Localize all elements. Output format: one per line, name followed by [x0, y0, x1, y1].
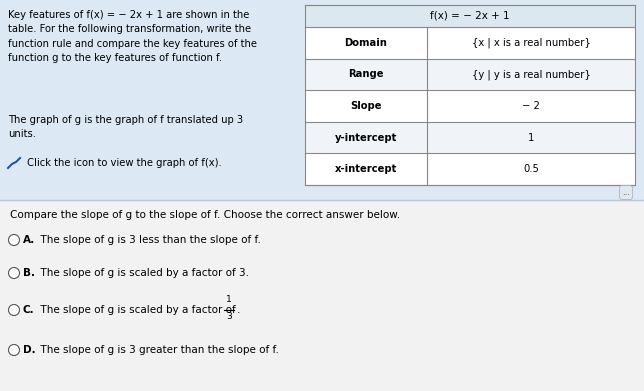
Bar — [305, 153, 635, 185]
Text: {y | y is a real number}: {y | y is a real number} — [471, 69, 591, 80]
Text: {x | x is a real number}: {x | x is a real number} — [471, 38, 591, 48]
Text: 1: 1 — [226, 295, 232, 304]
Text: Slope: Slope — [350, 101, 382, 111]
Circle shape — [8, 267, 19, 278]
Text: − 2: − 2 — [522, 101, 540, 111]
Text: A.: A. — [23, 235, 35, 245]
Circle shape — [8, 344, 19, 355]
Text: 1: 1 — [528, 133, 535, 143]
Bar — [305, 5, 635, 185]
Text: Range: Range — [348, 69, 384, 79]
Bar — [305, 27, 635, 59]
Text: 0.5: 0.5 — [523, 164, 539, 174]
Bar — [305, 59, 635, 90]
Bar — [305, 122, 635, 153]
Circle shape — [8, 235, 19, 246]
Text: Compare the slope of g to the slope of f. Choose the correct answer below.: Compare the slope of g to the slope of f… — [10, 210, 400, 220]
Text: x-intercept: x-intercept — [335, 164, 397, 174]
Circle shape — [8, 305, 19, 316]
Text: C.: C. — [23, 305, 35, 315]
Text: Click the icon to view the graph of f(x).: Click the icon to view the graph of f(x)… — [24, 158, 222, 168]
Text: y-intercept: y-intercept — [335, 133, 397, 143]
Text: f(x) = − 2x + 1: f(x) = − 2x + 1 — [430, 11, 510, 21]
Text: .: . — [237, 305, 240, 315]
Text: The slope of g is 3 less than the slope of f.: The slope of g is 3 less than the slope … — [34, 235, 261, 245]
Text: The slope of g is scaled by a factor of: The slope of g is scaled by a factor of — [34, 305, 239, 315]
Bar — [0, 200, 644, 391]
Text: 3: 3 — [226, 312, 232, 321]
Text: Key features of f(x) = − 2x + 1 are shown in the
table. For the following transf: Key features of f(x) = − 2x + 1 are show… — [8, 10, 257, 63]
Text: The slope of g is 3 greater than the slope of f.: The slope of g is 3 greater than the slo… — [34, 345, 279, 355]
Text: The graph of g is the graph of f translated up 3
units.: The graph of g is the graph of f transla… — [8, 115, 243, 140]
Bar — [305, 5, 635, 27]
Text: D.: D. — [23, 345, 35, 355]
Text: ...: ... — [622, 188, 630, 197]
Bar — [305, 90, 635, 122]
Text: Domain: Domain — [345, 38, 388, 48]
Text: B.: B. — [23, 268, 35, 278]
Text: The slope of g is scaled by a factor of 3.: The slope of g is scaled by a factor of … — [34, 268, 249, 278]
